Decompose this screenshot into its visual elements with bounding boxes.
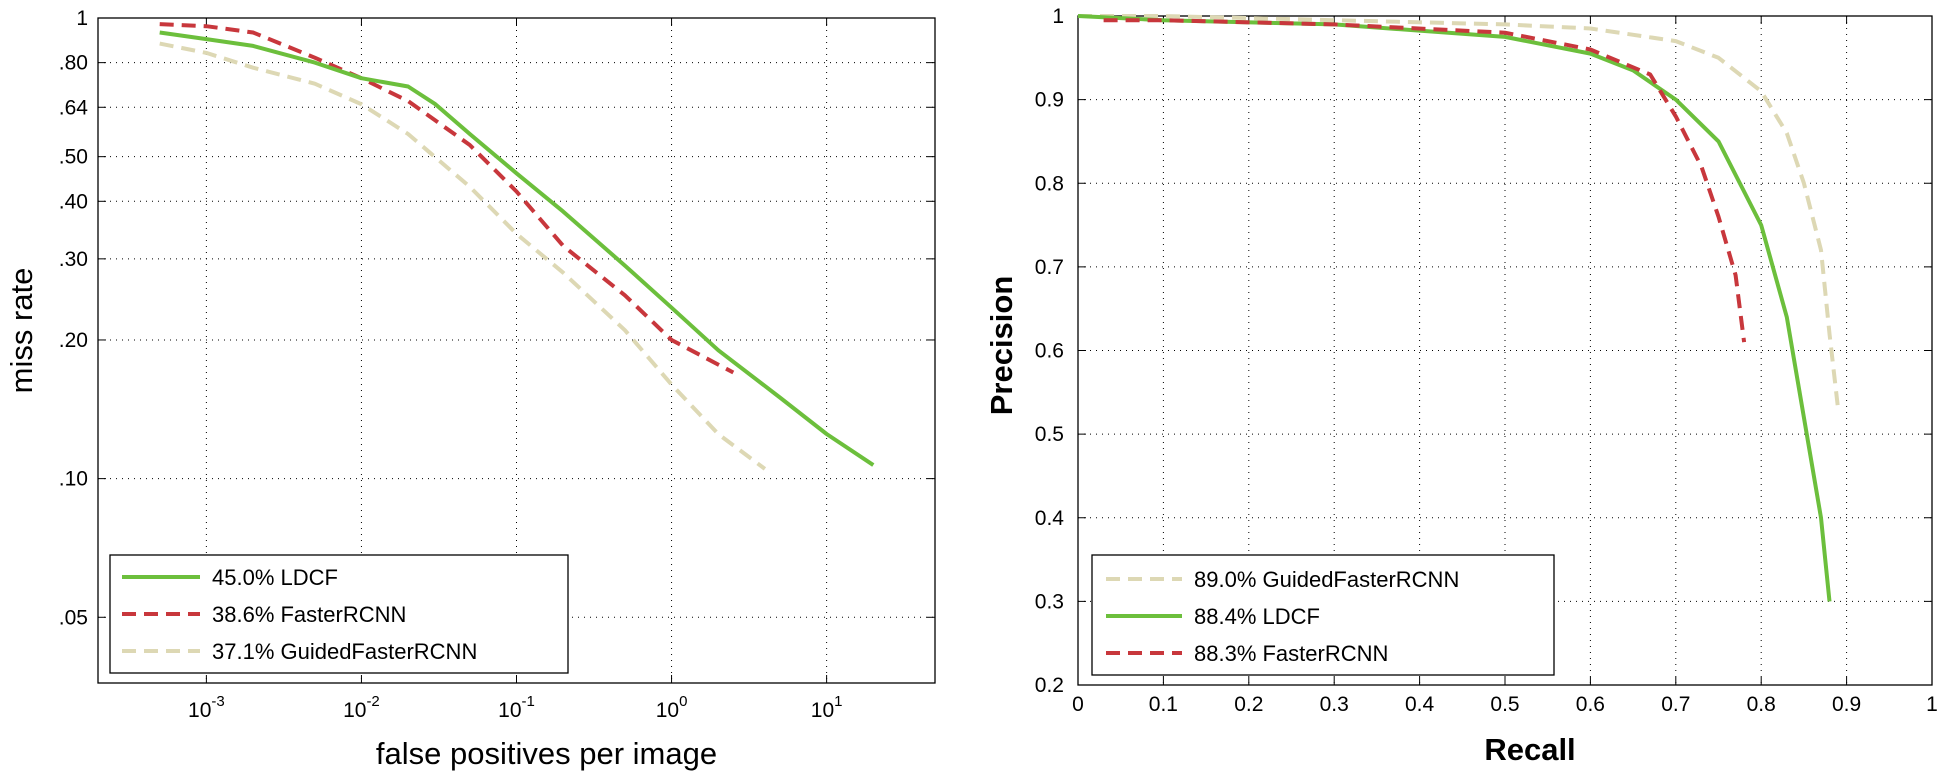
y-tick-label: 0.8 <box>1035 172 1064 195</box>
y-axis-label: Precision <box>984 276 1019 416</box>
series-line <box>1103 18 1747 343</box>
series-line <box>1077 14 1832 602</box>
x-tick-label: 0.1 <box>1149 693 1178 716</box>
y-axis-label: miss rate <box>4 268 39 394</box>
x-tick-label: 100 <box>656 693 688 722</box>
legend-box <box>109 554 569 674</box>
y-tick-label: 0.4 <box>1035 507 1065 530</box>
x-tick-label: 0.3 <box>1320 693 1349 716</box>
y-tick-label: .05 <box>59 606 88 629</box>
legend-label: 88.3% FasterRCNN <box>1194 641 1388 666</box>
x-tick-label: 101 <box>811 693 843 722</box>
series-line <box>1078 14 1841 410</box>
series-line <box>159 41 767 471</box>
series-line <box>159 30 875 467</box>
y-tick-label: .64 <box>59 96 89 119</box>
y-tick-label: 1 <box>76 7 88 30</box>
x-tick-label: 0.8 <box>1747 693 1776 716</box>
x-tick-label: 10-1 <box>498 693 535 722</box>
y-tick-label: 0.9 <box>1035 89 1064 112</box>
x-tick-label: 0.2 <box>1234 693 1263 716</box>
y-tick-label: 0.5 <box>1035 423 1064 446</box>
y-tick-label: .50 <box>59 146 88 169</box>
x-tick-label: 10-3 <box>188 693 225 722</box>
x-axis-label: Recall <box>1484 732 1575 767</box>
x-tick-label: 0.7 <box>1661 693 1690 716</box>
y-tick-label: 0.7 <box>1035 256 1064 279</box>
x-tick-label: 0.9 <box>1832 693 1861 716</box>
precision-recall-chart: 0 0.1 0.2 0.3 0.4 0.5 0.6 0.7 0.8 0.9 1 0.2 0.3 0.4 0.… <box>984 5 1938 767</box>
legend: 89.0% GuidedFasterRCNN 88.4% LDCF 88.3% Fa… <box>1091 554 1555 676</box>
legend-label: 89.0% GuidedFasterRCNN <box>1194 567 1459 592</box>
x-tick-label: 10-2 <box>343 693 380 722</box>
x-tick-label: 0.5 <box>1490 693 1519 716</box>
miss-rate-chart: 10-3 10-2 10-1 100 101 1 .80 .64 .50 .40 .30 .20 .10… <box>4 7 936 771</box>
y-tick-label: 0.6 <box>1035 340 1064 363</box>
y-tick-label: .30 <box>59 248 88 271</box>
y-tick-label: .40 <box>59 190 88 213</box>
series-line <box>159 22 735 375</box>
x-tick-label: 0.4 <box>1405 693 1435 716</box>
y-tick-label: .10 <box>59 468 88 491</box>
x-tick-label: 1 <box>1926 693 1938 716</box>
y-tick-label: 0.2 <box>1035 674 1064 697</box>
legend-label: 37.1% GuidedFasterRCNN <box>212 639 477 664</box>
legend-label: 38.6% FasterRCNN <box>212 602 406 627</box>
y-tick-label: 0.3 <box>1035 590 1064 613</box>
x-tick-label: 0 <box>1072 693 1084 716</box>
y-tick-label: 1 <box>1052 5 1064 28</box>
x-axis-label: false positives per image <box>376 736 717 771</box>
y-tick-label: .20 <box>59 329 88 352</box>
legend-label: 88.4% LDCF <box>1194 604 1320 629</box>
legend-label: 45.0% LDCF <box>212 565 338 590</box>
y-tick-label: .80 <box>59 52 88 75</box>
x-tick-label: 0.6 <box>1576 693 1605 716</box>
legend: 45.0% LDCF 38.6% FasterRCNN 37.1% GuidedFa… <box>109 554 569 674</box>
